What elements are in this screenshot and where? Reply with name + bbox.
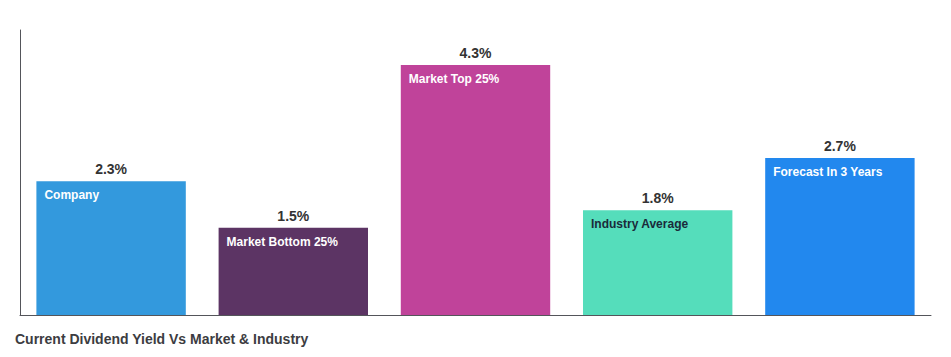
svg-text:Industry Average: Industry Average [591,217,688,231]
svg-text:1.5%: 1.5% [277,208,309,224]
svg-text:Market Bottom 25%: Market Bottom 25% [227,235,339,249]
svg-text:1.8%: 1.8% [642,190,674,206]
svg-text:4.3%: 4.3% [460,45,492,61]
svg-text:2.3%: 2.3% [95,161,127,177]
svg-text:Market Top 25%: Market Top 25% [409,72,500,86]
svg-text:Current Dividend Yield Vs Mark: Current Dividend Yield Vs Market & Indus… [15,331,309,347]
svg-text:Forecast In 3 Years: Forecast In 3 Years [773,165,883,179]
svg-text:Company: Company [44,188,99,202]
svg-text:2.7%: 2.7% [824,138,856,154]
